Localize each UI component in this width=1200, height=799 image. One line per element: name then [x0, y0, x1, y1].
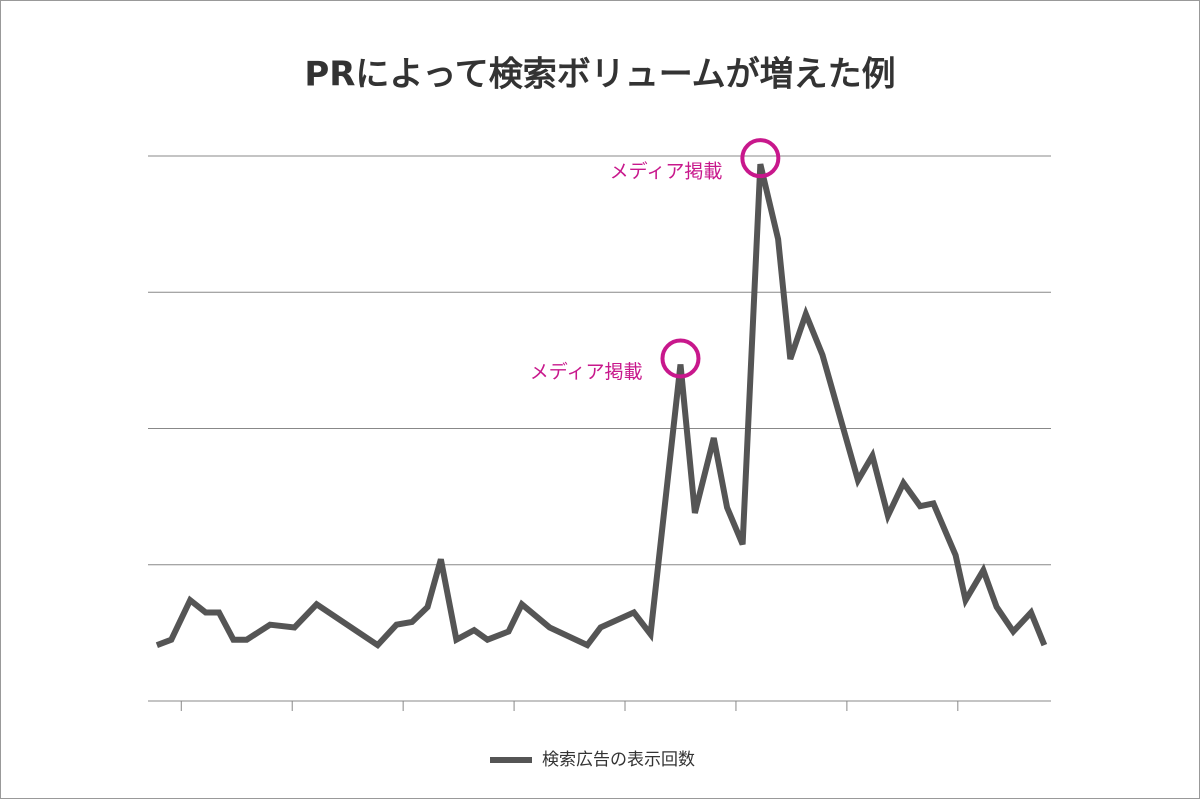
legend-label: 検索広告の表示回数	[542, 750, 695, 770]
chart-title: PRによって検索ボリュームが増えた例	[304, 55, 895, 95]
data-line	[155, 163, 1048, 650]
annotation-label: メディア掲載	[610, 161, 723, 183]
annotation-label: メディア掲載	[530, 361, 643, 383]
annotation-circle	[740, 138, 781, 179]
annotation-circle	[660, 338, 701, 379]
